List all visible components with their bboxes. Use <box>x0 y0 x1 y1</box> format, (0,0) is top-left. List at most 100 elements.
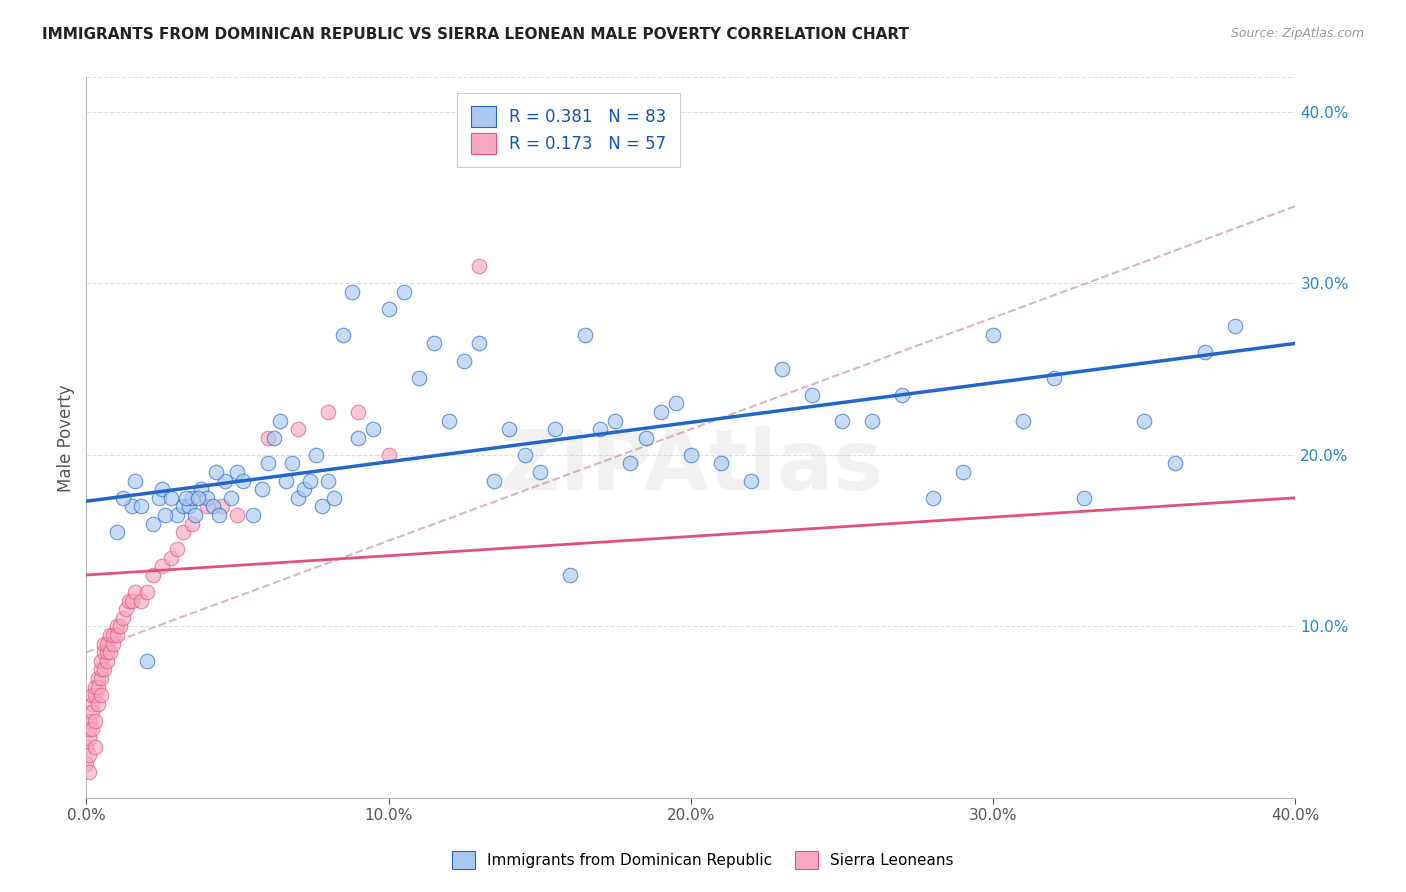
Point <box>195 491 218 505</box>
Point <box>108 619 131 633</box>
Point <box>90 654 112 668</box>
Point <box>256 431 278 445</box>
Point <box>650 405 672 419</box>
Point <box>96 654 118 668</box>
Point <box>226 508 249 522</box>
Point <box>242 508 264 522</box>
Point <box>921 491 943 505</box>
Point <box>529 465 551 479</box>
Point <box>952 465 974 479</box>
Point <box>1133 414 1156 428</box>
Point <box>347 405 370 419</box>
Point <box>129 593 152 607</box>
Point <box>79 714 101 728</box>
Point <box>172 525 194 540</box>
Point <box>1073 491 1095 505</box>
Point <box>103 628 125 642</box>
Point <box>392 285 415 299</box>
Point <box>298 474 321 488</box>
Point <box>544 422 567 436</box>
Point <box>513 448 536 462</box>
Point <box>232 474 254 488</box>
Point <box>1223 319 1246 334</box>
Point <box>150 482 173 496</box>
Point <box>117 593 139 607</box>
Point <box>121 500 143 514</box>
Point <box>453 353 475 368</box>
Point <box>332 327 354 342</box>
Point <box>103 637 125 651</box>
Point <box>408 370 430 384</box>
Point <box>342 285 364 299</box>
Point <box>82 723 104 737</box>
Point <box>90 688 112 702</box>
Point <box>84 739 107 754</box>
Point <box>1012 414 1035 428</box>
Point <box>363 422 385 436</box>
Point <box>75 756 97 771</box>
Point <box>82 697 104 711</box>
Point <box>142 516 165 531</box>
Point <box>135 654 157 668</box>
Point <box>84 680 107 694</box>
Point <box>208 508 231 522</box>
Point <box>96 637 118 651</box>
Point <box>256 457 278 471</box>
Point <box>172 500 194 514</box>
Point <box>287 491 309 505</box>
Point <box>96 645 118 659</box>
Point <box>181 516 204 531</box>
Point <box>114 602 136 616</box>
Point <box>148 491 170 505</box>
Point <box>1163 457 1185 471</box>
Point <box>800 388 823 402</box>
Point <box>160 491 183 505</box>
Point <box>323 491 346 505</box>
Point <box>558 568 581 582</box>
Point <box>166 542 188 557</box>
Point <box>93 645 115 659</box>
Point <box>250 482 273 496</box>
Point <box>831 414 853 428</box>
Point <box>105 619 128 633</box>
Point <box>82 706 104 720</box>
Point <box>292 482 315 496</box>
Point <box>287 422 309 436</box>
Point <box>316 474 339 488</box>
Point <box>981 327 1004 342</box>
Point <box>79 748 101 763</box>
Point <box>377 448 399 462</box>
Point <box>347 431 370 445</box>
Point <box>105 525 128 540</box>
Point <box>177 500 200 514</box>
Point <box>634 431 657 445</box>
Point <box>226 465 249 479</box>
Point <box>111 611 134 625</box>
Point <box>710 457 733 471</box>
Point <box>770 362 793 376</box>
Point <box>142 568 165 582</box>
Point <box>174 491 197 505</box>
Point <box>90 671 112 685</box>
Point <box>90 662 112 676</box>
Point <box>1194 345 1216 359</box>
Point <box>190 482 212 496</box>
Point <box>160 550 183 565</box>
Point <box>135 585 157 599</box>
Point <box>84 714 107 728</box>
Point <box>75 739 97 754</box>
Point <box>87 680 110 694</box>
Point <box>111 491 134 505</box>
Point <box>124 585 146 599</box>
Point <box>150 559 173 574</box>
Point <box>605 414 627 428</box>
Point <box>316 405 339 419</box>
Point <box>214 474 236 488</box>
Point <box>100 645 122 659</box>
Point <box>274 474 297 488</box>
Point <box>84 688 107 702</box>
Point <box>860 414 883 428</box>
Point <box>484 474 506 488</box>
Text: ZIPAtlas: ZIPAtlas <box>499 426 883 507</box>
Point <box>202 500 225 514</box>
